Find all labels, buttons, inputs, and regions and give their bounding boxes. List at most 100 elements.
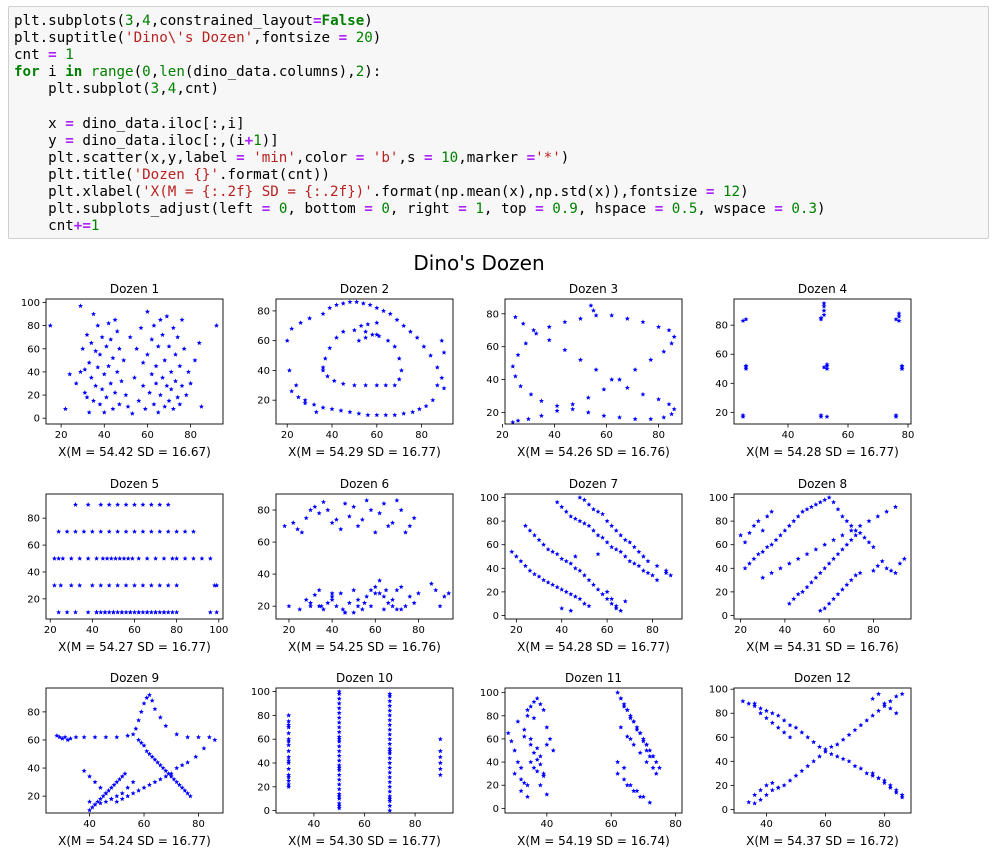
y-tick-label: 40: [715, 564, 728, 575]
data-point: [336, 786, 342, 792]
data-point: [536, 537, 542, 543]
data-point: [336, 736, 342, 742]
data-point: [387, 755, 393, 761]
data-point: [286, 784, 292, 789]
data-point: [336, 758, 342, 763]
data-point: [286, 778, 292, 783]
data-point: [289, 326, 295, 331]
data-point: [153, 609, 159, 615]
code-line: for i in range(0,len(dino_data.columns),…: [14, 64, 988, 81]
data-point: [811, 758, 817, 764]
y-tick-label: 20: [257, 782, 270, 793]
data-point: [336, 793, 342, 799]
data-point: [839, 546, 845, 552]
data-point: [372, 529, 378, 535]
code-token: [57, 47, 66, 63]
y-tick-label: 40: [27, 764, 40, 775]
data-point: [97, 401, 103, 407]
data-point: [174, 582, 180, 588]
data-point: [293, 382, 299, 388]
data-point: [336, 748, 342, 754]
data-point: [510, 363, 516, 369]
data-point: [336, 688, 342, 694]
data-point: [899, 691, 905, 697]
data-point: [387, 703, 393, 708]
data-point: [773, 537, 779, 543]
data-point: [541, 542, 547, 547]
data-point: [99, 334, 105, 340]
code-line: plt.subplot(3,4,cnt): [14, 81, 988, 98]
code-token: 3: [125, 13, 134, 29]
data-point: [141, 700, 147, 706]
y-tick-label: 80: [257, 711, 270, 722]
data-point: [893, 414, 899, 419]
data-point: [650, 572, 655, 578]
data-point: [149, 371, 155, 377]
data-point: [738, 532, 744, 538]
data-point: [286, 742, 292, 748]
data-point: [666, 401, 672, 407]
data-point: [108, 785, 114, 790]
data-point: [661, 414, 667, 420]
data-point: [881, 703, 887, 709]
data-point: [198, 404, 204, 409]
data-point: [518, 765, 524, 770]
data-point: [163, 773, 169, 779]
data-point: [899, 794, 905, 800]
data-point: [601, 386, 607, 392]
data-point: [115, 582, 121, 588]
code-token: ,cnt): [176, 81, 220, 98]
data-point: [852, 763, 858, 769]
data-point: [817, 499, 823, 505]
data-point: [512, 771, 518, 776]
data-point: [622, 598, 628, 604]
data-point: [839, 586, 845, 592]
data-point: [399, 367, 404, 373]
data-point: [140, 360, 146, 365]
data-point: [47, 323, 53, 328]
axes-frame: [733, 493, 912, 620]
data-point: [585, 395, 591, 400]
data-point: [520, 321, 526, 326]
data-point: [152, 706, 158, 712]
data-point: [743, 363, 749, 368]
data-point: [568, 513, 574, 519]
y-tick-label: 100: [709, 685, 728, 696]
code-token: plt.xlabel(: [14, 183, 143, 200]
data-point: [879, 558, 885, 564]
code-token: ,fontsize: [253, 30, 339, 47]
data-point: [333, 517, 339, 522]
x-tick-label: 60: [819, 819, 832, 830]
code-token: [714, 184, 723, 200]
data-point: [336, 753, 342, 758]
data-point: [550, 582, 556, 587]
data-point: [387, 784, 393, 789]
data-point: [656, 324, 662, 330]
data-point: [340, 606, 346, 612]
y-tick-label: 60: [257, 538, 270, 549]
data-point: [174, 779, 180, 785]
data-point: [617, 414, 622, 420]
data-point: [312, 592, 318, 598]
data-point: [60, 555, 66, 561]
data-point: [64, 529, 70, 534]
data-point: [336, 803, 342, 808]
data-point: [387, 760, 393, 766]
data-point: [870, 544, 876, 550]
data-point: [286, 718, 292, 724]
data-point: [157, 762, 163, 768]
code-token: 1: [65, 47, 74, 64]
data-point: [600, 511, 606, 517]
data-point: [188, 380, 194, 386]
y-tick-label: 0: [493, 611, 499, 622]
data-point: [609, 596, 615, 602]
code-cell[interactable]: plt.subplots(3,4,constrained_layout=Fals…: [8, 6, 989, 239]
data-point: [149, 336, 155, 342]
data-point: [132, 502, 137, 507]
code-token: =: [535, 201, 544, 218]
data-point: [787, 777, 793, 783]
data-point: [125, 733, 131, 738]
data-point: [554, 584, 560, 590]
data-point: [116, 346, 122, 351]
y-tick-label: 40: [257, 366, 270, 377]
